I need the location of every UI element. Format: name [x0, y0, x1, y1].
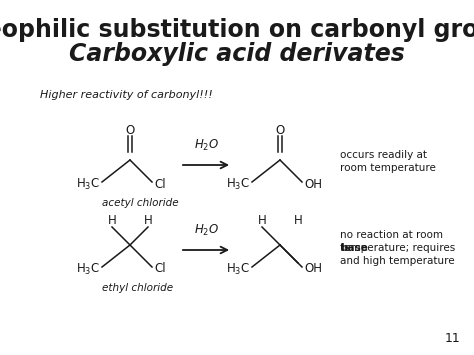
- Text: H$_3$C: H$_3$C: [76, 176, 100, 192]
- Text: O: O: [275, 124, 284, 137]
- Text: H$_3$C: H$_3$C: [76, 261, 100, 277]
- Text: H: H: [293, 214, 302, 228]
- Text: and high temperature: and high temperature: [340, 256, 455, 266]
- Text: H$_2$O: H$_2$O: [194, 138, 219, 153]
- Text: ethyl chloride: ethyl chloride: [102, 283, 173, 293]
- Text: Cl: Cl: [154, 178, 165, 191]
- Text: OH: OH: [304, 178, 322, 191]
- Text: H: H: [108, 214, 117, 228]
- Text: H$_2$O: H$_2$O: [194, 223, 219, 238]
- Text: H$_3$C: H$_3$C: [226, 261, 250, 277]
- Text: O: O: [126, 124, 135, 137]
- Text: OH: OH: [304, 262, 322, 275]
- Text: Higher reactivity of carbonyl!!!: Higher reactivity of carbonyl!!!: [40, 90, 213, 100]
- Text: no reaction at room
temperature; requires: no reaction at room temperature; require…: [340, 230, 458, 253]
- Text: Nucleophilic substitution on carbonyl groups –: Nucleophilic substitution on carbonyl gr…: [0, 18, 474, 42]
- Text: H$_3$C: H$_3$C: [226, 176, 250, 192]
- Text: Carboxylic acid derivates: Carboxylic acid derivates: [69, 42, 405, 66]
- Text: Cl: Cl: [154, 262, 165, 275]
- Text: occurs readily at
room temperature: occurs readily at room temperature: [340, 150, 436, 173]
- Text: 11: 11: [444, 332, 460, 345]
- Text: H: H: [258, 214, 266, 228]
- Text: base: base: [340, 243, 368, 253]
- Text: acetyl chloride: acetyl chloride: [102, 198, 179, 208]
- Text: H: H: [144, 214, 152, 228]
